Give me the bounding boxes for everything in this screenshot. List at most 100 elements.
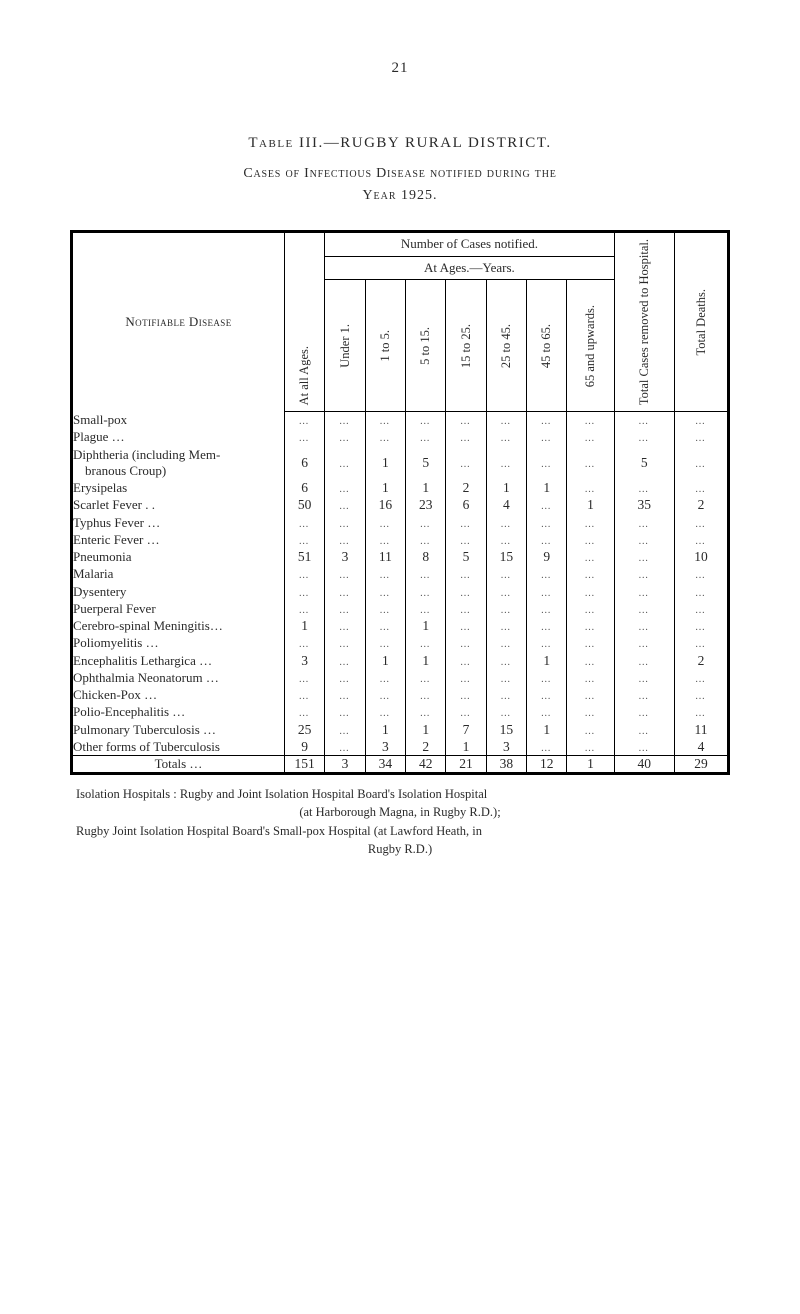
year-line-text: Year 1925. — [362, 188, 437, 203]
data-cell: … — [675, 429, 729, 446]
data-cell: 5 — [614, 446, 675, 480]
data-cell: 1 — [527, 652, 567, 669]
data-cell: … — [675, 635, 729, 652]
data-cell: … — [284, 531, 324, 548]
data-cell: … — [486, 618, 526, 635]
data-cell: … — [446, 669, 486, 686]
data-cell: … — [406, 412, 446, 429]
table-row: Small-pox………………………… — [72, 412, 729, 429]
data-cell: … — [325, 618, 365, 635]
data-cell: … — [284, 566, 324, 583]
data-cell: … — [325, 600, 365, 617]
data-cell: 1 — [365, 652, 405, 669]
disease-label: Typhus Fever … — [72, 514, 285, 531]
data-cell: … — [365, 412, 405, 429]
data-cell: … — [567, 531, 614, 548]
data-cell: … — [446, 514, 486, 531]
totals-cell: 21 — [446, 756, 486, 774]
data-cell: … — [284, 514, 324, 531]
footnote-line: Rugby R.D.) — [368, 842, 432, 856]
data-cell: … — [567, 412, 614, 429]
data-cell: … — [325, 446, 365, 480]
data-cell: … — [567, 549, 614, 566]
data-cell: … — [527, 618, 567, 635]
data-cell: … — [325, 652, 365, 669]
data-cell: … — [614, 412, 675, 429]
table-row: Scarlet Fever . .50…162364…1352 — [72, 497, 729, 514]
col-under1-label: Under 1. — [338, 318, 353, 374]
data-cell: … — [486, 514, 526, 531]
data-cell: 6 — [284, 446, 324, 480]
data-cell: 2 — [406, 738, 446, 755]
data-cell: … — [446, 600, 486, 617]
data-cell: 1 — [527, 480, 567, 497]
col-disease: Notifiable Disease — [72, 232, 285, 412]
data-cell: … — [527, 738, 567, 755]
table-row: Ophthalmia Neonatorum …………………………… — [72, 669, 729, 686]
data-cell: … — [527, 514, 567, 531]
col-disease-label: Notifiable Disease — [125, 314, 231, 329]
disease-label: Chicken-Pox … — [72, 687, 285, 704]
data-cell: 4 — [486, 497, 526, 514]
totals-cell: 40 — [614, 756, 675, 774]
col-1to5: 1 to 5. — [365, 280, 405, 412]
table-title: Table III.—RUGBY RURAL DISTRICT. — [70, 135, 730, 152]
data-cell: 9 — [527, 549, 567, 566]
data-cell: … — [325, 497, 365, 514]
data-cell: … — [527, 687, 567, 704]
data-cell: 15 — [486, 721, 526, 738]
data-cell: … — [486, 531, 526, 548]
data-cell: … — [675, 566, 729, 583]
data-cell: 11 — [365, 549, 405, 566]
data-cell: … — [406, 514, 446, 531]
data-cell: 3 — [365, 738, 405, 755]
data-cell: … — [614, 635, 675, 652]
data-cell: … — [284, 412, 324, 429]
col-15to25: 15 to 25. — [446, 280, 486, 412]
data-cell: … — [325, 480, 365, 497]
disease-label: Plague … — [72, 429, 285, 446]
data-cell: … — [406, 531, 446, 548]
disease-label: Poliomyelitis … — [72, 635, 285, 652]
sub-heading-text: Cases of Infectious Disease notified dur… — [243, 166, 556, 181]
disease-label: Other forms of Tuberculosis — [72, 738, 285, 755]
col-5to15: 5 to 15. — [406, 280, 446, 412]
data-cell: … — [567, 600, 614, 617]
data-cell: … — [675, 669, 729, 686]
col-45to65-label: 45 to 65. — [539, 318, 554, 374]
data-cell: 1 — [406, 480, 446, 497]
data-cell: 5 — [446, 549, 486, 566]
disease-label: Enteric Fever … — [72, 531, 285, 548]
data-cell: … — [446, 635, 486, 652]
disease-label: Diphtheria (including Mem-branous Croup) — [72, 446, 285, 480]
table-row: Poliomyelitis …………………………… — [72, 635, 729, 652]
data-cell: … — [446, 687, 486, 704]
data-cell: … — [406, 566, 446, 583]
data-cell: … — [365, 704, 405, 721]
data-cell: 1 — [567, 497, 614, 514]
col-45to65: 45 to 65. — [527, 280, 567, 412]
data-cell: … — [527, 446, 567, 480]
data-cell: … — [365, 531, 405, 548]
data-cell: … — [486, 635, 526, 652]
data-cell: … — [614, 549, 675, 566]
table-row: Typhus Fever …………………………… — [72, 514, 729, 531]
data-cell: … — [567, 514, 614, 531]
disease-label: Dysentery — [72, 583, 285, 600]
data-cell: 3 — [486, 738, 526, 755]
data-cell: … — [365, 429, 405, 446]
data-cell: … — [567, 566, 614, 583]
data-cell: 50 — [284, 497, 324, 514]
totals-cell: 12 — [527, 756, 567, 774]
col-65up: 65 and upwards. — [567, 280, 614, 412]
data-cell: … — [365, 583, 405, 600]
data-cell: … — [486, 412, 526, 429]
table-title-text: Table III.—RUGBY RURAL DISTRICT. — [248, 135, 551, 151]
data-cell: … — [527, 429, 567, 446]
col-all-ages: At all Ages. — [284, 232, 324, 412]
data-cell: … — [406, 669, 446, 686]
data-cell: … — [675, 583, 729, 600]
col-removed-label: Total Cases removed to Hospital. — [637, 233, 652, 411]
data-cell: … — [675, 412, 729, 429]
totals-cell: 151 — [284, 756, 324, 774]
